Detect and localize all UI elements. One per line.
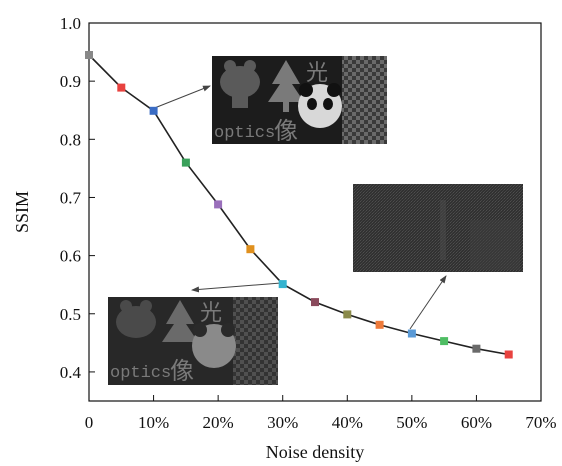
inset-image-1: 光 optics 像 (212, 56, 387, 145)
y-tick-label: 0.6 (60, 247, 81, 266)
x-tick-label: 10% (138, 413, 169, 432)
x-tick-label: 40% (332, 413, 363, 432)
inset-2-cjk: 像 (170, 357, 194, 385)
inset-1-text: optics (214, 124, 275, 143)
y-axis-label: SSIM (12, 191, 32, 233)
series-points (85, 51, 513, 359)
data-point (149, 106, 158, 115)
data-point (246, 245, 255, 254)
data-point (472, 344, 481, 353)
inset-2-text: optics (110, 364, 171, 383)
x-tick-label: 30% (267, 413, 298, 432)
data-point (504, 350, 513, 359)
y-tick-label: 0.8 (60, 130, 81, 149)
x-tick-label: 0 (85, 413, 94, 432)
inset-2-cjk-top: 光 (200, 301, 222, 326)
plot-frame (88, 22, 542, 402)
y-tick-label: 0.9 (60, 72, 81, 91)
annotation-arrow-1 (151, 85, 211, 110)
data-point (85, 51, 93, 59)
inset-1-cjk-top: 光 (306, 61, 328, 86)
x-tick-label: 70% (525, 413, 556, 432)
data-point (440, 337, 449, 346)
data-point (375, 320, 384, 329)
x-tick-label: 60% (461, 413, 492, 432)
y-tick-label: 0.7 (60, 188, 82, 207)
data-point (278, 280, 287, 289)
x-tick-label: 20% (203, 413, 234, 432)
data-point (311, 298, 319, 307)
data-point (407, 329, 416, 338)
data-point (214, 200, 223, 209)
data-point (343, 310, 352, 319)
data-point (117, 83, 126, 92)
frog-icon (220, 66, 260, 98)
annotation-arrow-2 (191, 282, 282, 293)
data-point (181, 158, 190, 167)
x-axis-ticks: 0 10% 20% 30% 40% 50% 60% 70% (85, 395, 557, 432)
tree-icon (268, 60, 304, 102)
y-tick-label: 0.4 (60, 363, 82, 382)
inset-1-cjk: 像 (274, 117, 298, 145)
x-axis-label: Noise density (266, 442, 365, 462)
y-axis-ticks: 0.4 0.5 0.6 0.7 0.8 0.9 1.0 (60, 14, 95, 382)
y-tick-label: 1.0 (60, 14, 81, 33)
x-tick-label: 50% (396, 413, 427, 432)
inset-image-2: 光 optics 像 (108, 297, 278, 385)
inset-image-3 (353, 184, 523, 272)
series-line (88, 54, 509, 356)
y-tick-label: 0.5 (60, 305, 81, 324)
annotation-arrow-3 (409, 275, 447, 330)
